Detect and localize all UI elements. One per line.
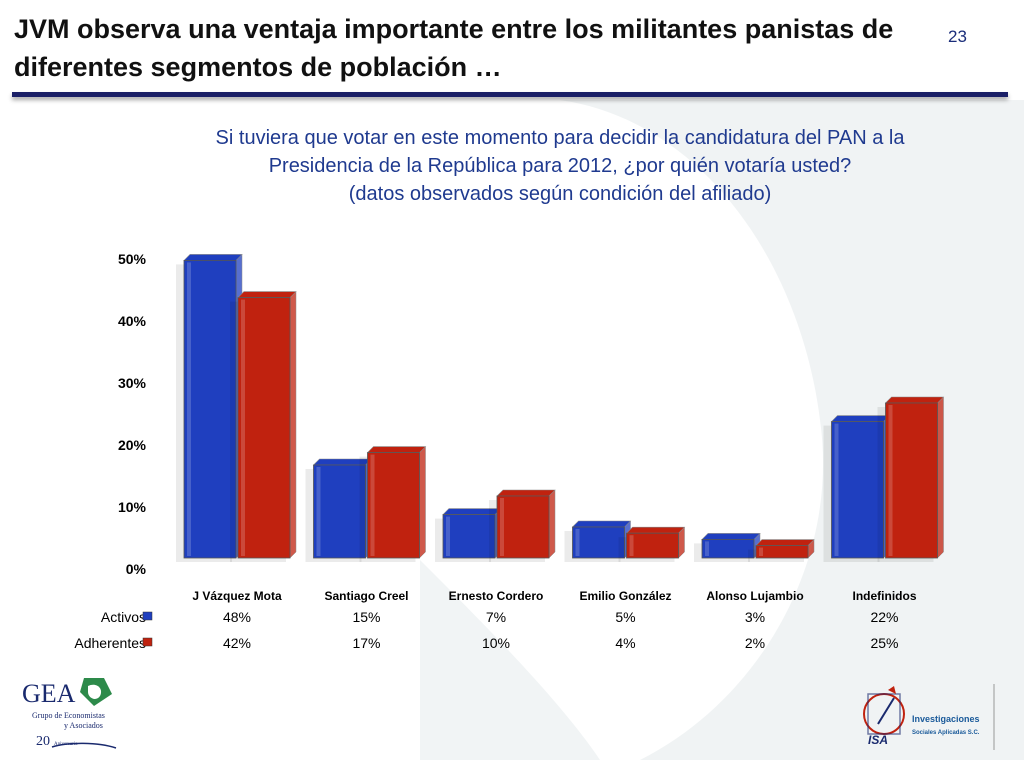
- x-category-label: Alonso Lujambio: [706, 589, 803, 603]
- data-table-value: 17%: [352, 635, 380, 651]
- survey-question: Si tuviera que votar en este momento par…: [110, 124, 1010, 208]
- legend-swatch-activos: [142, 611, 153, 621]
- bar-adherentes-1: [367, 452, 420, 559]
- gea-logo-name: GEA: [22, 679, 76, 708]
- x-category-label: Indefinidos: [853, 589, 917, 603]
- bar-highlight: [705, 541, 709, 556]
- data-table-value: 22%: [870, 609, 898, 625]
- bar-highlight: [446, 516, 450, 556]
- bar-highlight: [888, 405, 893, 556]
- data-table-value: 48%: [223, 609, 251, 625]
- bar-top-face: [625, 526, 686, 534]
- bar-adherentes-3: [626, 532, 679, 559]
- data-table-value: 3%: [745, 609, 765, 625]
- data-table-value: 15%: [352, 609, 380, 625]
- slide-title: JVM observa una ventaja importante entre…: [14, 14, 894, 82]
- bar-activos-5: [831, 421, 884, 559]
- slide-number: 23: [948, 27, 967, 46]
- data-table-value: 10%: [482, 635, 510, 651]
- data-table-value: 2%: [745, 635, 765, 651]
- bar-top-face: [183, 254, 243, 261]
- bar-highlight: [316, 467, 321, 556]
- y-tick-label: 50%: [118, 251, 147, 267]
- bar-adherentes-2: [496, 495, 550, 559]
- bar-adherentes-0: [237, 297, 291, 559]
- bar-activos-4: [701, 539, 755, 559]
- isa-logo-line-1: Investigaciones: [912, 714, 980, 724]
- bar-activos-1: [313, 464, 366, 559]
- gea-logo-line-2: y Asociados: [64, 721, 103, 730]
- bar-highlight: [500, 498, 504, 556]
- question-line-3: (datos observados según condición del af…: [348, 183, 772, 205]
- data-table-value: 4%: [615, 635, 635, 651]
- gea-logo: GEA Grupo de Economistas y Asociados 20 …: [22, 678, 117, 749]
- bar-activos-0: [183, 259, 237, 559]
- y-tick-label: 10%: [118, 499, 147, 515]
- bar-highlight: [834, 423, 839, 556]
- bar-highlight: [187, 262, 191, 556]
- legend-label-adherentes: Adherentes: [74, 635, 146, 651]
- y-tick-label: 20%: [118, 437, 147, 453]
- data-table-value: 7%: [486, 609, 506, 625]
- question-line-2: Presidencia de la República para 2012, ¿…: [268, 155, 852, 177]
- question-line-1: Si tuviera que votar en este momento par…: [215, 127, 905, 149]
- bar-activos-3: [572, 526, 625, 559]
- isa-logo-line-2: Sociales Aplicadas S.C.: [912, 730, 980, 736]
- bar-top-face: [755, 539, 815, 546]
- bar-activos-2: [442, 514, 496, 559]
- bar-side-face: [419, 445, 426, 559]
- bar-highlight: [370, 454, 375, 556]
- bar-side-face: [289, 290, 297, 559]
- bar-highlight: [759, 547, 763, 556]
- gea-logo-line-1: Grupo de Economistas: [32, 711, 105, 720]
- isa-logo: ISA Investigaciones Sociales Aplicadas S…: [863, 684, 995, 750]
- bar-top-face: [366, 446, 427, 453]
- x-category-label: Emilio González: [579, 589, 671, 603]
- data-table-value: 25%: [870, 635, 898, 651]
- bar-adherentes-5: [885, 402, 938, 559]
- bar-top-face: [496, 489, 556, 497]
- x-category-label: J Vázquez Mota: [192, 589, 282, 603]
- data-table-value: 5%: [615, 609, 635, 625]
- bar-adherentes-4: [755, 545, 809, 559]
- y-tick-label: 30%: [118, 375, 147, 391]
- data-table-value: 42%: [223, 635, 251, 651]
- legend-swatch-adherentes: [142, 637, 153, 647]
- bar-top-face: [884, 396, 945, 404]
- bar-highlight: [575, 529, 580, 556]
- x-category-label: Santiago Creel: [324, 589, 408, 603]
- y-tick-label: 0%: [126, 561, 147, 577]
- y-tick-label: 40%: [118, 313, 147, 329]
- title-divider: [12, 92, 1008, 97]
- isa-logo-name: ISA: [868, 733, 888, 747]
- bar-highlight: [241, 299, 245, 556]
- bar-top-face: [237, 291, 297, 298]
- bar-top-face: [571, 520, 632, 528]
- bar-highlight: [629, 535, 634, 556]
- gea-logo-anniversary: 20: [36, 734, 50, 749]
- bar-side-face: [937, 396, 944, 559]
- bar-top-face: [701, 533, 761, 540]
- x-category-label: Ernesto Cordero: [449, 589, 544, 603]
- legend-label-activos: Activos: [101, 609, 146, 625]
- bar-side-face: [548, 489, 556, 559]
